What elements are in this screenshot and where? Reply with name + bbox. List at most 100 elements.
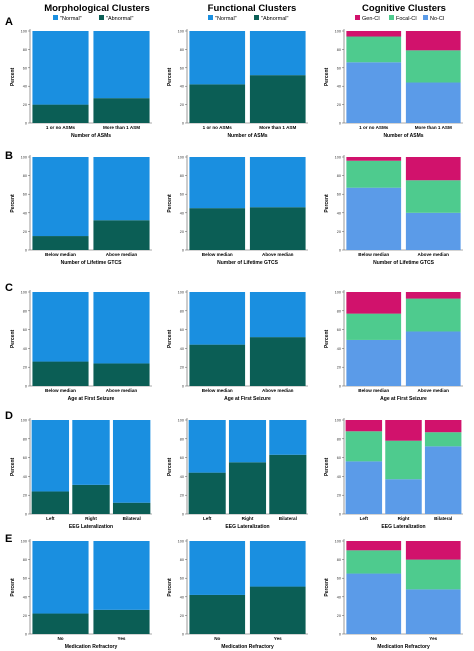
bar-segment: [189, 541, 246, 595]
x-axis-label: Age at First Seizure: [68, 396, 115, 402]
x-tick-label: Right: [242, 516, 254, 521]
bar-segment: [112, 502, 151, 514]
y-tick-label: 100: [178, 419, 184, 423]
x-axis-label: EEG Lateralization: [69, 524, 113, 530]
y-axis-label: Percent: [324, 67, 330, 86]
x-axis-label: Number of ASMs: [383, 133, 423, 139]
panel-D-1: 0 20 40 60 80 100 Percent Left Right Bilateral EEG…: [10, 418, 152, 530]
bar-segment: [346, 36, 402, 63]
y-tick-label: 100: [335, 419, 341, 423]
x-tick-label: Right: [398, 516, 410, 521]
bar-segment: [405, 559, 461, 590]
y-tick-label: 40: [23, 85, 27, 89]
y-axis-label: Percent: [167, 457, 173, 476]
y-tick-label: 20: [23, 230, 27, 234]
bar-segment: [32, 541, 89, 614]
y-axis-label: Percent: [324, 194, 330, 213]
y-tick-label: 100: [178, 156, 184, 160]
x-axis-label: Medication Refractory: [65, 644, 118, 650]
bar-segment: [189, 31, 246, 85]
y-tick-label: 80: [180, 558, 184, 562]
y-tick-label: 0: [25, 122, 27, 126]
y-tick-label: 100: [178, 30, 184, 34]
x-tick-label: 1 or no ASMs: [203, 125, 233, 130]
y-tick-label: 0: [339, 249, 341, 253]
bar-segment: [346, 160, 402, 188]
bar-segment: [249, 337, 306, 386]
y-tick-label: 0: [182, 122, 184, 126]
bar-segment: [346, 313, 402, 340]
x-tick-label: Above median: [418, 388, 450, 393]
bar-segment: [346, 339, 402, 386]
x-tick-label: Yes: [429, 636, 437, 641]
bar-segment: [385, 440, 422, 480]
bar-segment: [189, 292, 246, 345]
y-axis-label: Percent: [324, 457, 330, 476]
x-axis-label: Number of Lifetime GTCS: [61, 260, 123, 266]
bar-segment: [405, 157, 461, 181]
y-tick-label: 60: [180, 193, 184, 197]
y-tick-label: 80: [180, 437, 184, 441]
bar-segment: [346, 550, 402, 574]
y-axis-label: Percent: [10, 457, 16, 476]
legend-swatch: [389, 15, 394, 20]
bar-segment: [32, 292, 89, 362]
y-tick-label: 60: [337, 577, 341, 581]
x-axis-label: Medication Refractory: [221, 644, 274, 650]
y-tick-label: 80: [23, 437, 27, 441]
bar-segment: [405, 180, 461, 213]
bar-segment: [405, 298, 461, 332]
bar-segment: [32, 361, 89, 386]
x-tick-label: No: [57, 636, 63, 641]
y-tick-label: 20: [23, 494, 27, 498]
y-tick-label: 20: [337, 494, 341, 498]
y-tick-label: 0: [182, 633, 184, 637]
row-label: C: [5, 282, 13, 294]
x-axis-label: Number of ASMs: [71, 133, 111, 139]
y-tick-label: 60: [23, 328, 27, 332]
bar-segment: [32, 104, 89, 123]
y-tick-label: 80: [337, 558, 341, 562]
y-tick-label: 40: [337, 85, 341, 89]
x-tick-label: More than 1 ASM: [259, 125, 296, 130]
x-tick-label: Above median: [262, 388, 294, 393]
y-tick-label: 20: [180, 614, 184, 618]
y-tick-label: 60: [337, 193, 341, 197]
y-tick-label: 40: [180, 347, 184, 351]
x-axis-label: Number of Lifetime GTCS: [217, 260, 279, 266]
y-tick-label: 80: [337, 48, 341, 52]
bar-segment: [189, 594, 246, 634]
bar-segment: [93, 220, 150, 250]
panel-E-3: 0 20 40 60 80 100 Percent No Yes Medication Refra…: [324, 539, 463, 650]
bar-segment: [189, 208, 246, 250]
y-tick-label: 100: [178, 291, 184, 295]
bar-segment: [189, 157, 246, 209]
bar-segment: [424, 432, 462, 447]
bar-segment: [346, 157, 402, 161]
bar-segment: [346, 31, 402, 37]
x-tick-label: 1 or no ASMs: [46, 125, 76, 130]
bar-segment: [346, 187, 402, 250]
y-tick-label: 80: [23, 48, 27, 52]
y-tick-label: 20: [337, 230, 341, 234]
x-tick-label: 1 or no ASMs: [359, 125, 389, 130]
panel-B-1: 0 20 40 60 80 100 Percent Below median Above med…: [10, 155, 152, 266]
y-tick-label: 40: [337, 475, 341, 479]
bar-segment: [93, 609, 150, 634]
x-tick-label: No: [371, 636, 377, 641]
x-tick-label: More than 1 ASM: [103, 125, 140, 130]
y-tick-label: 20: [23, 103, 27, 107]
y-tick-label: 80: [337, 309, 341, 313]
x-tick-label: Below median: [358, 388, 389, 393]
legend-swatch: [53, 15, 58, 20]
y-tick-label: 0: [25, 633, 27, 637]
y-tick-label: 100: [335, 156, 341, 160]
x-tick-label: Above median: [106, 252, 138, 257]
x-tick-label: Above median: [418, 252, 450, 257]
x-tick-label: Below median: [45, 388, 76, 393]
y-tick-label: 20: [180, 366, 184, 370]
y-tick-label: 60: [337, 66, 341, 70]
bar-segment: [345, 420, 383, 432]
bar-segment: [32, 613, 89, 634]
y-tick-label: 40: [23, 475, 27, 479]
